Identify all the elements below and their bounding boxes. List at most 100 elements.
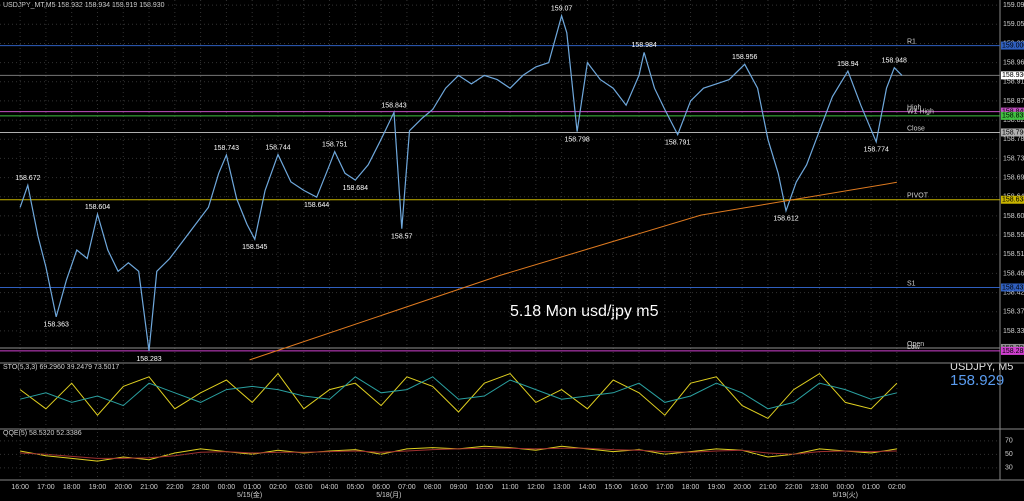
y-tick-label: 158.690 (1003, 174, 1024, 181)
level-name: PIVOT (907, 193, 929, 200)
y-tick-label: 158.465 (1003, 270, 1024, 277)
x-tick-label: 10:00 (476, 484, 494, 491)
level-name: W1 High (907, 109, 934, 116)
bid-price: 158.929 (950, 372, 1004, 389)
chart-title: USDJPY_MT,M5 158.932 158.934 158.919 158… (3, 2, 165, 9)
level-value: 158.796 (1002, 129, 1024, 136)
x-tick-label: 03:00 (295, 484, 313, 491)
level-name: R1 (907, 38, 916, 45)
x-tick-label: 12:00 (527, 484, 545, 491)
indicator-line (20, 447, 897, 459)
indicator-title: QQE(5) 58.5320 52.3386 (3, 430, 82, 437)
level-value: 158.638 (1002, 197, 1024, 204)
y-tick-label: 158.555 (1003, 232, 1024, 239)
x-tick-label: 02:00 (269, 484, 287, 491)
level-name: High (907, 104, 922, 111)
symbol: USDJPY, M5 (950, 361, 1013, 373)
x-tick-label: 06:00 (372, 484, 390, 491)
level-value: 159.000 (1002, 42, 1024, 49)
x-tick-label: 23:00 (811, 484, 829, 491)
level-box (1001, 41, 1024, 50)
y-tick-label: 158.420 (1003, 289, 1024, 296)
extreme-label: 158.791 (665, 139, 690, 146)
y-tick-label: 158.735 (1003, 155, 1024, 162)
extreme-label: 158.604 (85, 204, 110, 211)
y-tick-label: 158.870 (1003, 98, 1024, 105)
y-tick-label: 159.095 (1003, 2, 1024, 9)
y-tick-label: 158.960 (1003, 59, 1024, 66)
y-tick-label: 158.600 (1003, 213, 1024, 220)
level-name: Close (907, 125, 925, 132)
level-box (1001, 128, 1024, 137)
x-tick-label: 19:00 (89, 484, 107, 491)
x-tick-label: 15:00 (604, 484, 622, 491)
x-tick-label: 20:00 (733, 484, 751, 491)
price-line (19, 13, 903, 351)
extreme-label: 158.751 (322, 141, 347, 148)
x-tick-label: 05:00 (347, 484, 365, 491)
y-tick-label: 50 (1005, 451, 1013, 458)
extreme-label: 158.956 (732, 54, 757, 61)
level-name: Open (907, 341, 924, 348)
x-tick-label: 04:00 (321, 484, 339, 491)
level-name: S1 (907, 280, 916, 287)
level-box (1001, 283, 1024, 292)
y-tick-label: 159.050 (1003, 21, 1024, 28)
x-tick-label: 01:00 (862, 484, 880, 491)
y-tick-label: 158.780 (1003, 136, 1024, 143)
x-tick-label: 00:00 (837, 484, 855, 491)
extreme-label: 158.948 (882, 58, 907, 65)
x-tick-label: 22:00 (166, 484, 184, 491)
x-tick-label: 08:00 (424, 484, 442, 491)
x-tick-label: 18:00 (63, 484, 81, 491)
extreme-label: 158.644 (304, 202, 329, 209)
y-tick-label: 158.375 (1003, 309, 1024, 316)
x-tick-label: 16:00 (11, 484, 29, 491)
extreme-label: 158.94 (837, 61, 859, 68)
x-tick-label: 00:00 (218, 484, 236, 491)
extreme-label: 158.57 (391, 234, 413, 241)
x-tick-label: 21:00 (140, 484, 158, 491)
extreme-label: 158.684 (343, 185, 368, 192)
y-tick-label: 158.915 (1003, 79, 1024, 86)
extreme-label: 159.07 (551, 6, 573, 13)
extreme-label: 158.612 (773, 216, 798, 223)
level-box (1001, 107, 1024, 116)
date-label: 5/15(金) (237, 490, 262, 499)
extreme-label: 158.283 (136, 356, 161, 363)
y-tick-label: 70 (1005, 438, 1013, 445)
extreme-label: 158.798 (564, 136, 589, 143)
level-value: 158.432 (1002, 284, 1024, 291)
x-tick-label: 22:00 (785, 484, 803, 491)
indicator-line (19, 372, 898, 420)
x-tick-label: 23:00 (192, 484, 210, 491)
x-tick-label: 01:00 (243, 484, 261, 491)
indicator-title: STO(5,3,3) 69.2960 39.2479 73.5017 (3, 364, 119, 371)
extreme-label: 158.743 (214, 145, 239, 152)
level-value: 158.835 (1002, 113, 1024, 120)
x-tick-label: 20:00 (114, 484, 132, 491)
y-tick-label: 158.825 (1003, 117, 1024, 124)
x-tick-label: 11:00 (502, 484, 519, 491)
extreme-label: 158.744 (265, 144, 290, 151)
indicator-line (19, 376, 898, 410)
y-tick-label: 158.510 (1003, 251, 1024, 258)
last-price-label: 158.930 (1002, 72, 1024, 79)
extreme-label: 158.774 (864, 147, 889, 154)
moving-average (249, 181, 897, 361)
x-tick-label: 19:00 (708, 484, 726, 491)
extreme-label: 158.545 (242, 244, 267, 251)
level-name: Low (907, 344, 921, 351)
x-tick-label: 07:00 (398, 484, 416, 491)
x-tick-label: 17:00 (37, 484, 55, 491)
level-box (1001, 111, 1024, 120)
extreme-label: 158.672 (15, 175, 40, 182)
x-tick-label: 17:00 (656, 484, 674, 491)
x-tick-label: 02:00 (888, 484, 906, 491)
level-box (1001, 195, 1024, 204)
last-price-box (1001, 71, 1024, 80)
x-tick-label: 14:00 (579, 484, 597, 491)
